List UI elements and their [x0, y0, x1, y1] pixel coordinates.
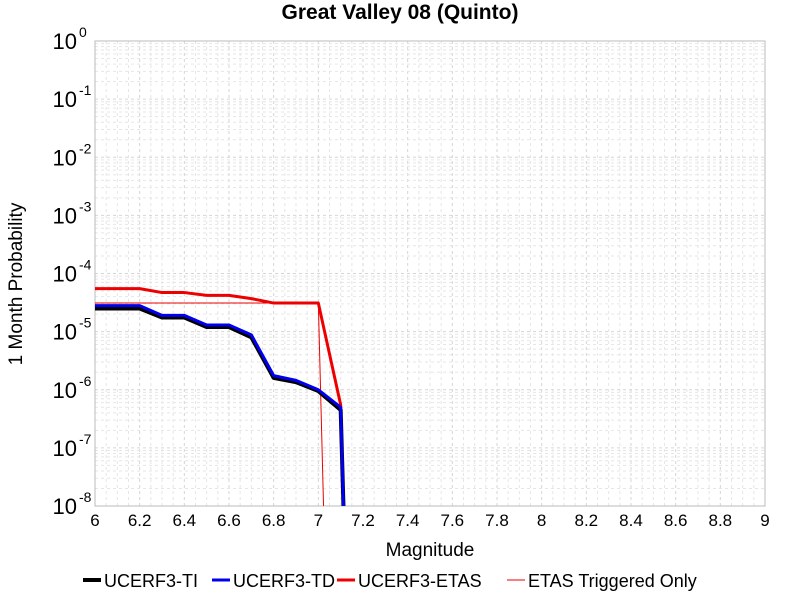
- y-tick-label: 10 -1: [53, 82, 92, 112]
- x-tick-label: 6.2: [128, 511, 152, 530]
- y-tick-label: 10 0: [53, 24, 87, 54]
- y-tick-exponent: -6: [79, 373, 92, 389]
- y-tick-label: 10 -7: [53, 431, 92, 461]
- y-tick-base: 10: [53, 436, 77, 461]
- x-tick-label: 8.6: [664, 511, 688, 530]
- x-tick-label: 9: [760, 511, 769, 530]
- grid: [94, 40, 766, 507]
- x-tick-label: 6.4: [173, 511, 197, 530]
- x-tick-label: 8.8: [709, 511, 733, 530]
- x-tick-label: 7.4: [396, 511, 420, 530]
- series-line-ucerf3-etas: [95, 287, 346, 506]
- x-tick-label: 8: [537, 511, 546, 530]
- y-tick-base: 10: [53, 320, 77, 345]
- y-tick-base: 10: [53, 203, 77, 228]
- y-tick-label: 10 -6: [53, 373, 92, 403]
- legend-item-ucerf3-td: UCERF3-TD: [212, 571, 335, 591]
- chart-title: Great Valley 08 (Quinto): [282, 1, 519, 24]
- legend-label: ETAS Triggered Only: [528, 571, 697, 591]
- y-tick-label: 10 -4: [53, 257, 92, 287]
- y-tick-label: 10 -8: [53, 489, 92, 519]
- legend: UCERF3-TI UCERF3-TD UCERF3-ETAS ETAS Trigge…: [83, 571, 697, 591]
- legend-label: UCERF3-TD: [233, 571, 335, 591]
- x-tick-label: 8.2: [575, 511, 599, 530]
- x-tick-label: 8.4: [619, 511, 643, 530]
- legend-label: UCERF3-TI: [104, 571, 198, 591]
- legend-item-etas-triggered-only: ETAS Triggered Only: [507, 571, 697, 591]
- legend-item-ucerf3-ti: UCERF3-TI: [83, 571, 198, 591]
- x-tick-labels: 6 6.2 6.4 6.6 6.8 7 7.2 7.4 7.6 7.8 8 8.2 8.4 8.6 8.8 9: [90, 511, 769, 530]
- y-tick-exponent: -7: [79, 431, 92, 447]
- x-tick-label: 7: [314, 511, 323, 530]
- y-tick-label: 10 -5: [53, 315, 92, 345]
- y-tick-label: 10 -2: [53, 140, 92, 170]
- y-tick-exponent: -2: [79, 140, 92, 156]
- x-tick-label: 6: [90, 511, 99, 530]
- y-tick-base: 10: [53, 494, 77, 519]
- y-tick-exponent: -4: [79, 257, 92, 273]
- y-tick-exponent: -5: [79, 315, 92, 331]
- y-tick-base: 10: [53, 378, 77, 403]
- x-tick-label: 7.8: [485, 511, 509, 530]
- y-axis-label: 1 Month Probability: [6, 202, 27, 365]
- y-tick-base: 10: [53, 29, 77, 54]
- series-layer: [95, 287, 346, 506]
- y-tick-exponent: -8: [79, 489, 92, 505]
- x-tick-label: 7.2: [351, 511, 375, 530]
- x-axis-label: Magnitude: [386, 540, 475, 561]
- series-line-ucerf3-td: [95, 304, 345, 506]
- legend-item-ucerf3-etas: UCERF3-ETAS: [337, 571, 482, 591]
- y-tick-base: 10: [53, 262, 77, 287]
- y-tick-exponent: -1: [79, 82, 92, 98]
- plot-area-frame: [94, 40, 766, 507]
- y-tick-base: 10: [53, 87, 77, 112]
- x-tick-label: 6.6: [217, 511, 241, 530]
- y-tick-exponent: -3: [79, 198, 92, 214]
- legend-label: UCERF3-ETAS: [358, 571, 482, 591]
- x-tick-label: 6.8: [262, 511, 286, 530]
- y-tick-base: 10: [53, 145, 77, 170]
- x-tick-label: 7.6: [441, 511, 465, 530]
- y-tick-label: 10 -3: [53, 198, 92, 228]
- y-tick-exponent: 0: [79, 24, 87, 40]
